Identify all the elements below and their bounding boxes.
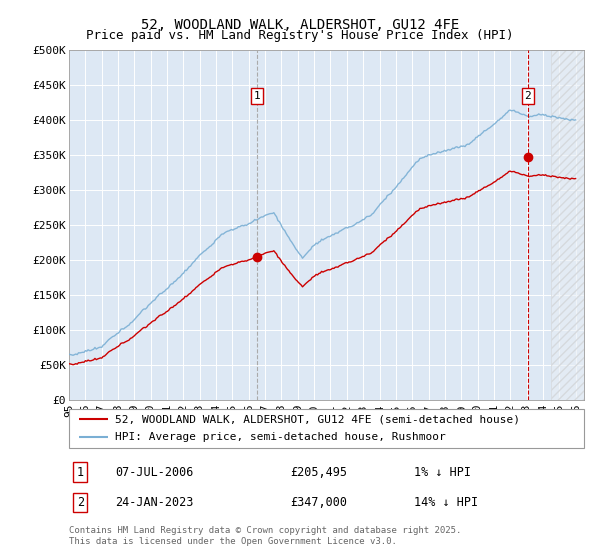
Text: 1: 1 [77, 465, 84, 479]
Text: 1: 1 [254, 91, 260, 101]
Text: 52, WOODLAND WALK, ALDERSHOT, GU12 4FE (semi-detached house): 52, WOODLAND WALK, ALDERSHOT, GU12 4FE (… [115, 414, 520, 424]
Text: £205,495: £205,495 [290, 465, 347, 479]
Text: 52, WOODLAND WALK, ALDERSHOT, GU12 4FE: 52, WOODLAND WALK, ALDERSHOT, GU12 4FE [141, 18, 459, 32]
FancyBboxPatch shape [69, 409, 584, 448]
Text: 24-JAN-2023: 24-JAN-2023 [115, 496, 194, 509]
Text: HPI: Average price, semi-detached house, Rushmoor: HPI: Average price, semi-detached house,… [115, 432, 446, 442]
Text: £347,000: £347,000 [290, 496, 347, 509]
Text: 1% ↓ HPI: 1% ↓ HPI [414, 465, 471, 479]
Text: 07-JUL-2006: 07-JUL-2006 [115, 465, 194, 479]
Bar [551, 50, 584, 400]
Text: Price paid vs. HM Land Registry's House Price Index (HPI): Price paid vs. HM Land Registry's House … [86, 29, 514, 41]
Text: Contains HM Land Registry data © Crown copyright and database right 2025.
This d: Contains HM Land Registry data © Crown c… [69, 526, 461, 546]
Bar [551, 50, 584, 400]
Text: 2: 2 [77, 496, 84, 509]
Text: 14% ↓ HPI: 14% ↓ HPI [414, 496, 478, 509]
Text: 2: 2 [524, 91, 531, 101]
Bar [551, 50, 584, 400]
